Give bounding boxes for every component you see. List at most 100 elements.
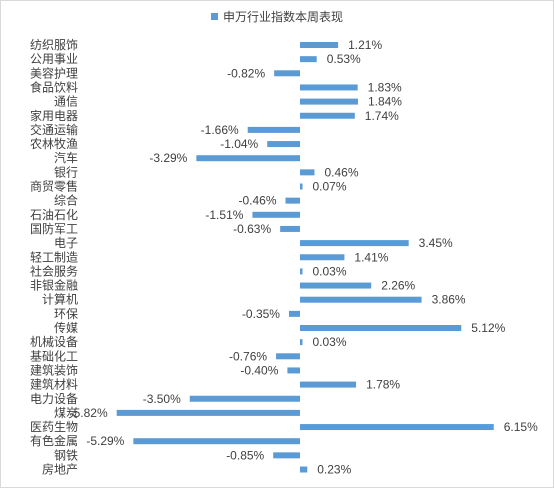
bar xyxy=(288,310,300,317)
value-label: 1.78% xyxy=(366,378,400,392)
value-label: 1.83% xyxy=(368,80,402,94)
category-label: 汽车 xyxy=(54,150,78,165)
bar xyxy=(300,183,303,190)
category-label: 环保 xyxy=(54,307,78,321)
bar xyxy=(300,339,303,346)
value-label: 0.03% xyxy=(313,264,347,278)
value-label: -1.04% xyxy=(220,137,258,151)
value-label: -0.76% xyxy=(229,349,267,363)
bar xyxy=(300,296,422,303)
bar xyxy=(276,353,300,360)
bar xyxy=(300,169,315,176)
value-label: 6.15% xyxy=(504,420,538,434)
bar xyxy=(300,466,308,473)
legend: 申万行业指数本周表现 xyxy=(0,9,554,25)
bar xyxy=(300,42,339,48)
bar xyxy=(189,395,300,402)
category-label: 家用电器 xyxy=(30,108,78,123)
bar xyxy=(300,98,358,105)
bar xyxy=(287,367,300,374)
category-label: 煤炭 xyxy=(54,406,78,420)
value-label: -3.29% xyxy=(149,151,187,165)
value-label: 0.03% xyxy=(313,335,347,349)
value-label: 3.45% xyxy=(419,236,453,250)
category-label: 建筑材料 xyxy=(30,377,78,392)
category-labels: 纺织服饰公用事业美容护理食品饮料通信家用电器交通运输农林牧渔汽车银行商贸零售综合… xyxy=(30,38,78,477)
value-label: -1.51% xyxy=(205,208,243,222)
bar xyxy=(273,452,300,459)
value-label: 1.74% xyxy=(365,109,399,123)
value-labels: 1.21%0.53%-0.82%1.83%1.84%1.74%-1.66%-1.… xyxy=(70,38,538,477)
category-label: 传媒 xyxy=(54,320,78,335)
category-label: 钢铁 xyxy=(54,448,78,462)
category-label: 纺织服饰 xyxy=(30,38,78,52)
bar xyxy=(116,409,300,416)
category-label: 交通运输 xyxy=(30,122,78,137)
category-label: 石油石化 xyxy=(30,208,78,222)
bar xyxy=(274,70,300,77)
bar xyxy=(300,424,494,431)
category-label: 医药生物 xyxy=(30,420,78,434)
value-label: 0.23% xyxy=(317,463,351,477)
value-label: -1.66% xyxy=(201,123,239,137)
bar xyxy=(267,141,300,148)
bar xyxy=(300,240,409,247)
value-label: -5.29% xyxy=(86,434,124,448)
bar xyxy=(280,225,300,232)
value-label: -0.82% xyxy=(227,66,265,80)
value-label: -0.35% xyxy=(242,307,280,321)
category-label: 非银金融 xyxy=(30,278,78,293)
bar xyxy=(300,112,355,119)
category-label: 商贸零售 xyxy=(30,179,78,194)
bar xyxy=(300,84,358,91)
bar xyxy=(196,155,300,162)
value-label: 5.12% xyxy=(471,321,505,335)
category-label: 房地产 xyxy=(42,462,78,477)
category-label: 公用事业 xyxy=(30,52,78,66)
category-label: 有色金属 xyxy=(30,433,78,448)
category-label: 基础化工 xyxy=(30,349,78,363)
category-label: 轻工制造 xyxy=(30,250,78,264)
category-label: 农林牧渔 xyxy=(30,137,78,151)
category-label: 食品饮料 xyxy=(30,79,78,94)
bar xyxy=(300,325,462,331)
category-label: 银行 xyxy=(54,165,78,179)
bar xyxy=(300,381,357,388)
bar xyxy=(252,211,300,218)
value-label: 0.53% xyxy=(327,52,361,66)
value-label: 0.46% xyxy=(324,165,358,179)
value-label: -0.46% xyxy=(238,194,276,208)
category-label: 机械设备 xyxy=(30,334,78,349)
category-label: 社会服务 xyxy=(30,263,78,278)
legend-label: 申万行业指数本周表现 xyxy=(222,10,343,24)
bar xyxy=(247,126,300,133)
value-label: 1.21% xyxy=(348,38,382,52)
bar xyxy=(300,268,303,275)
bar xyxy=(133,438,300,445)
bar xyxy=(285,197,300,204)
legend-swatch xyxy=(210,13,218,20)
category-label: 电力设备 xyxy=(30,392,78,406)
category-label: 电子 xyxy=(54,236,78,250)
value-label: -5.82% xyxy=(70,406,108,420)
bar xyxy=(300,282,372,289)
value-label: 3.86% xyxy=(432,293,466,307)
bar xyxy=(300,56,317,63)
category-label: 计算机 xyxy=(42,292,78,307)
category-label: 国防军工 xyxy=(30,221,78,236)
bars xyxy=(116,42,494,473)
value-label: -0.40% xyxy=(240,363,278,377)
value-label: -0.85% xyxy=(226,448,264,462)
category-label: 美容护理 xyxy=(30,65,78,80)
category-label: 通信 xyxy=(54,95,78,109)
value-label: -3.50% xyxy=(143,392,181,406)
value-label: -0.63% xyxy=(233,222,271,236)
category-label: 综合 xyxy=(54,193,78,208)
value-label: 2.26% xyxy=(381,279,415,293)
value-label: 0.07% xyxy=(313,180,347,194)
bar xyxy=(300,254,345,261)
value-label: 1.41% xyxy=(354,250,388,264)
category-label: 建筑装饰 xyxy=(30,362,78,377)
